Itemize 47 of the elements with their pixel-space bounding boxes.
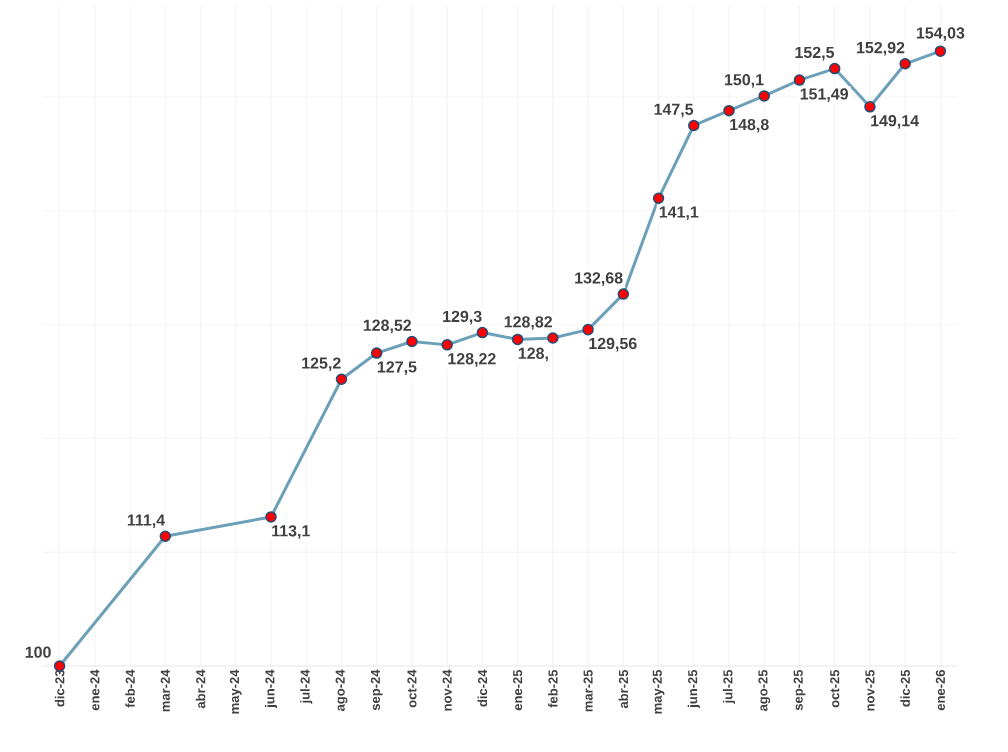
x-tick-label: sep-24 [370,669,383,711]
data-label: 127,5 [377,361,417,375]
x-tick-label: jul-25 [722,669,736,704]
x-tick-label: oct-24 [407,669,417,708]
x-tick-label: jun-24 [264,669,278,709]
data-label: 100 [25,646,51,658]
data-label: 150,1 [725,74,764,88]
data-label: 147,5 [654,103,694,118]
data-label: 148,8 [730,118,769,133]
x-tick-label: ene-26 [935,670,945,711]
x-tick-label: jun-25 [687,669,700,709]
x-tick-label: abr-25 [618,669,629,709]
x-tick-label: sep-25 [793,669,806,711]
x-tick-label: mar-25 [583,669,593,712]
data-label: 111,4 [127,514,166,529]
data-label: 151,49 [800,88,848,102]
data-label: 154,03 [916,27,965,41]
data-label: 129,3 [443,310,482,325]
data-label: 141,1 [659,206,699,220]
data-label: 129,56 [589,337,637,352]
data-label: 128,82 [504,316,552,330]
data-label: 132,68 [575,272,623,286]
x-tick-label: ene-25 [513,669,523,711]
x-tick-label: jul-24 [300,669,313,704]
x-tick-label: nov-25 [865,669,875,711]
x-tick-label: abr-24 [195,669,206,709]
data-label: 152,5 [795,46,835,61]
x-tick-label: ago-24 [335,669,348,712]
x-tick-label: dic-24 [477,669,488,707]
data-label: 128,22 [448,353,496,367]
x-tick-label: dic-23 [54,670,65,707]
x-tick-label: nov-24 [442,669,452,711]
x-tick-label: may-25 [652,669,665,714]
annotation: 128, [518,347,548,362]
x-tick-label: ene-24 [90,669,100,711]
data-label: 125,2 [302,357,341,372]
x-tick-label: dic-25 [900,669,910,707]
x-tick-label: feb-25 [548,669,558,708]
x-tick-label: oct-25 [830,669,840,708]
data-label: 152,92 [857,41,905,56]
data-label: 149,14 [871,115,919,129]
data-label: 113,1 [272,525,310,539]
x-tick-label: ago-25 [758,669,771,712]
x-tick-label: mar-24 [160,669,170,712]
data-label: 128,52 [363,319,412,334]
x-tick-label: feb-24 [125,669,135,708]
x-tick-label: may-24 [229,669,242,714]
